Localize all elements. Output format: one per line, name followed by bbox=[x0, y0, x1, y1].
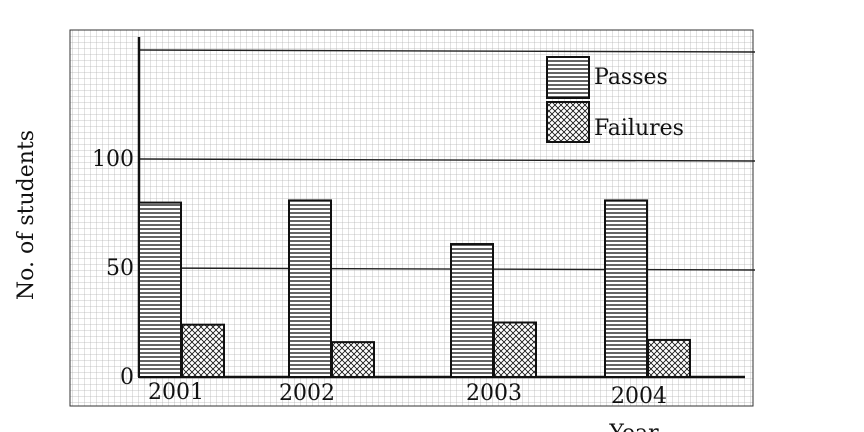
reference-line-150 bbox=[138, 49, 756, 53]
bar-failures-2001 bbox=[181, 323, 225, 378]
x-tick-label: 2003 bbox=[466, 381, 522, 406]
x-tick-label: 2002 bbox=[279, 381, 335, 406]
bars bbox=[138, 199, 691, 379]
y-tick-label: 100 bbox=[92, 147, 134, 172]
bar-failures-2002 bbox=[331, 341, 375, 378]
bar-passes-2003 bbox=[450, 243, 494, 378]
bar-passes-2004 bbox=[604, 199, 648, 378]
legend-swatch-failures bbox=[546, 101, 590, 143]
bar-failures-2004 bbox=[647, 338, 691, 379]
x-tick-label: 2001 bbox=[148, 380, 204, 405]
legend-label-passes: Passes bbox=[594, 65, 668, 90]
y-tick-labels: 0 50 100 bbox=[92, 147, 134, 390]
bar-passes-2001 bbox=[138, 201, 182, 378]
y-tick-label: 50 bbox=[106, 256, 134, 281]
bar-passes-2002 bbox=[288, 199, 332, 378]
x-tick-label: 2004 bbox=[611, 384, 667, 409]
bar-failures-2003 bbox=[493, 321, 537, 378]
y-axis-label: No. of students bbox=[14, 130, 39, 300]
x-axis-label: Year bbox=[608, 421, 659, 432]
legend: Passes Failures bbox=[546, 56, 684, 143]
reference-line-50 bbox=[138, 267, 756, 271]
reference-lines bbox=[138, 49, 756, 271]
legend-swatch-passes bbox=[546, 56, 590, 99]
y-tick-label: 0 bbox=[120, 365, 134, 390]
reference-line-100 bbox=[138, 158, 756, 162]
legend-label-failures: Failures bbox=[594, 116, 684, 141]
x-tick-labels: 2001 2002 2003 2004 bbox=[148, 380, 667, 409]
